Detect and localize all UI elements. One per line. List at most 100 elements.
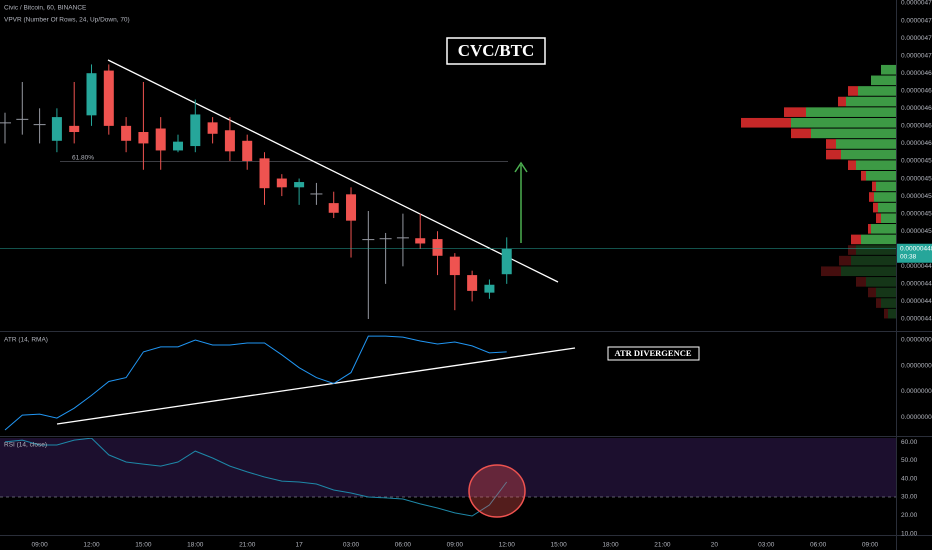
candle-body	[379, 238, 392, 240]
candle-body	[0, 122, 11, 124]
profile-up	[841, 149, 896, 160]
profile-down	[848, 160, 856, 170]
candle-body	[259, 158, 270, 189]
y-tick-label: 0.00000004	[901, 414, 932, 421]
profile-up	[876, 287, 896, 298]
y-tick-label: 0.00000468	[901, 70, 932, 77]
pane-title: ATR (14, RMA)	[4, 337, 48, 344]
x-tick-label: 03:00	[758, 542, 775, 549]
annotation: ATR DIVERGENCE	[614, 348, 691, 358]
last-price-box	[897, 243, 932, 263]
profile-down	[861, 170, 866, 181]
x-tick-label: 12:00	[499, 542, 516, 549]
arrow-head	[514, 161, 528, 173]
y-tick-label: 0.00000452	[901, 210, 932, 217]
y-tick-label: 0.00000464	[901, 105, 932, 112]
candle-body	[155, 128, 166, 151]
profile-up	[811, 128, 896, 139]
profile-down	[869, 192, 874, 202]
profile-down	[784, 107, 806, 117]
candle-body	[69, 125, 80, 133]
candle-body	[121, 125, 132, 141]
y-tick-label: 20.00	[901, 512, 918, 519]
y-tick-label: 0.00000004	[901, 388, 932, 395]
y-tick-label: 40.00	[901, 475, 918, 482]
title: CVC/BTC	[458, 41, 535, 60]
profile-down	[876, 298, 881, 308]
candle-body	[467, 275, 478, 291]
profile-down	[872, 181, 876, 192]
y-tick-label: 10.00	[901, 530, 918, 537]
profile-down	[839, 255, 851, 266]
y-tick-label: 0.00000476	[901, 0, 932, 7]
y-tick-label: 60.00	[901, 439, 918, 446]
candle-body	[138, 132, 149, 144]
y-tick-label: 0.00000444	[901, 281, 932, 288]
candle-body	[33, 124, 46, 126]
x-tick-label: 06:00	[810, 542, 827, 549]
y-tick-label: 0.00000458	[901, 158, 932, 165]
fib-label: 61.80%	[72, 155, 94, 162]
x-tick-label: 21:00	[654, 542, 671, 549]
candle-body	[396, 237, 409, 239]
profile-down	[848, 86, 858, 96]
annotation-box	[607, 346, 700, 361]
profile-up	[881, 298, 896, 308]
profile-down	[838, 96, 846, 107]
atr-trendline	[56, 347, 576, 425]
x-tick-label: 06:00	[395, 542, 412, 549]
profile-up	[874, 192, 896, 202]
profile-up	[856, 160, 896, 170]
x-tick-label: 15:00	[135, 542, 152, 549]
candle-body	[51, 117, 62, 141]
y-tick-label: 0.00000442	[901, 298, 932, 305]
title-box	[446, 37, 546, 65]
indicator-line	[4, 438, 508, 517]
countdown: 00:38	[900, 253, 917, 260]
profile-down	[741, 117, 791, 128]
candle-body	[484, 284, 495, 293]
x-tick-label: 09:00	[447, 542, 464, 549]
profile-up	[871, 224, 896, 234]
candle-body	[310, 193, 323, 195]
x-tick-label: 20	[711, 542, 719, 549]
profile-down	[868, 224, 871, 234]
profile-up	[871, 75, 896, 86]
pane	[0, 438, 896, 517]
highlight-circle	[468, 464, 526, 518]
indicator-line	[4, 335, 507, 431]
candle-body	[173, 141, 184, 151]
y-tick-label: 0.00000005	[901, 337, 932, 344]
y-tick-label: 0.00000460	[901, 140, 932, 147]
y-tick-label: 0.00000456	[901, 175, 932, 182]
y-tick-label: 0.00000474	[901, 17, 932, 24]
candle-body	[415, 238, 426, 244]
profile-up	[876, 181, 896, 192]
candle-body	[207, 122, 218, 134]
profile-down	[873, 202, 878, 213]
y-tick-label: 0.00000472	[901, 35, 932, 42]
profile-down	[856, 277, 866, 287]
profile-up	[856, 245, 896, 255]
profile-up	[888, 308, 896, 319]
profile-down	[851, 234, 861, 245]
profile-up	[806, 107, 896, 117]
trendline	[107, 59, 559, 283]
profile-up	[866, 277, 896, 287]
candle-body	[432, 239, 443, 256]
candle-body	[86, 73, 97, 116]
candles	[0, 64, 896, 319]
profile-down	[868, 287, 876, 298]
symbol-label: Civic / Bitcoin, 60, BINANCE	[4, 5, 87, 12]
profile-down	[821, 266, 841, 277]
profile-down	[826, 139, 836, 149]
candle-body	[16, 118, 29, 120]
profile-down	[848, 245, 856, 255]
candle-body	[276, 178, 287, 188]
y-tick-label: 0.00000462	[901, 123, 932, 130]
x-tick-label: 09:00	[31, 542, 48, 549]
candle-body	[346, 194, 357, 221]
pane-title: RSI (14, close)	[4, 442, 47, 449]
